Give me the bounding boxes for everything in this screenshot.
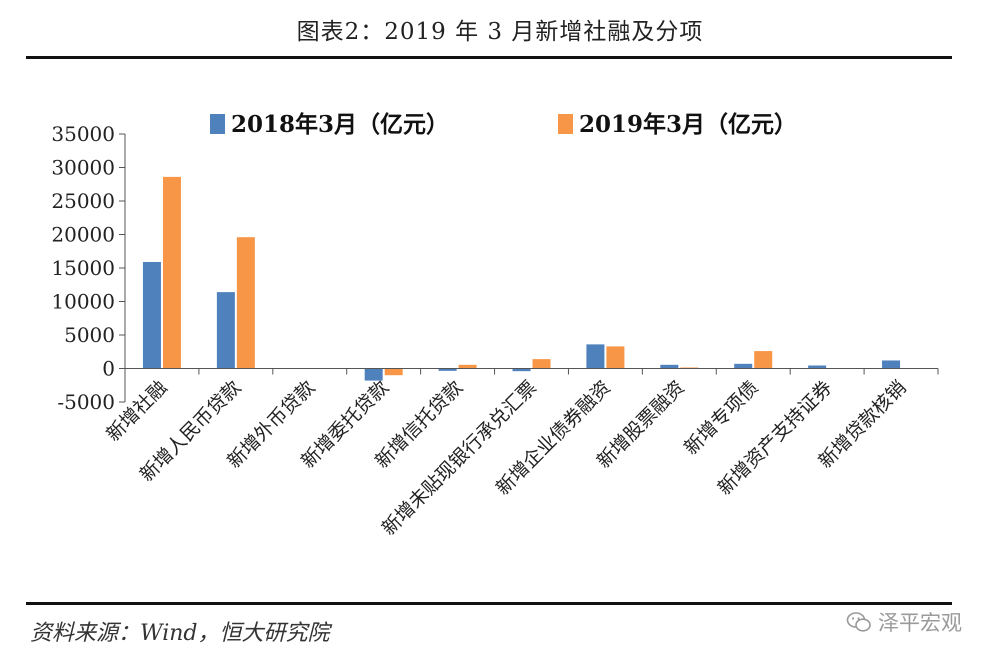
bar [532, 359, 551, 369]
bar [808, 365, 827, 369]
y-tick-label: -5000 [57, 390, 115, 414]
wechat-icon [846, 612, 871, 632]
bar [680, 367, 699, 369]
bar-chart: 2018年3月（亿元） 2019年3月（亿元） 35000 30000 25000 20… [51, 111, 939, 540]
bar [438, 368, 457, 371]
y-tick-label: 0 [102, 357, 115, 381]
y-tick-label: 15000 [51, 256, 115, 280]
bar [364, 368, 383, 381]
y-tick-label: 20000 [51, 223, 115, 247]
bar [754, 351, 773, 369]
bar [586, 344, 605, 369]
y-tick-label: 30000 [51, 156, 115, 180]
watermark: 泽平宏观 [846, 607, 962, 637]
bar [142, 261, 161, 369]
bars [142, 176, 901, 381]
x-axis: 新增社融新增人民币贷款新增外币贷款新增委托贷款新增信托贷款新增未贴现银行承兑汇票… [102, 368, 939, 540]
legend-swatch [210, 114, 225, 134]
bar [882, 360, 901, 369]
legend-swatch [558, 114, 573, 134]
legend-label: 2018年3月（亿元） [231, 111, 449, 138]
bar [384, 368, 403, 376]
page-title: 图表2：2019 年 3 月新增社融及分项 [296, 19, 704, 45]
legend: 2018年3月（亿元） 2019年3月（亿元） [210, 111, 797, 138]
source-divider [26, 602, 952, 605]
bar [236, 237, 255, 369]
y-tick-label: 5000 [64, 323, 115, 347]
y-tick-label: 10000 [51, 290, 115, 314]
y-tick-label: 25000 [51, 189, 115, 213]
watermark-text: 泽平宏观 [878, 611, 962, 635]
bar [606, 346, 625, 369]
y-axis: 35000 30000 25000 20000 15000 10000 5000 0 -5000 [51, 122, 126, 414]
bar [734, 363, 753, 369]
bar [512, 368, 531, 372]
y-tick-label: 35000 [51, 122, 115, 146]
bar [216, 292, 235, 369]
title-divider [26, 56, 952, 59]
legend-label: 2019年3月（亿元） [579, 111, 797, 138]
bar [458, 364, 477, 369]
bar [660, 364, 679, 369]
source-note: 资料来源：Wind，恒大研究院 [30, 621, 330, 646]
bar [162, 176, 181, 369]
